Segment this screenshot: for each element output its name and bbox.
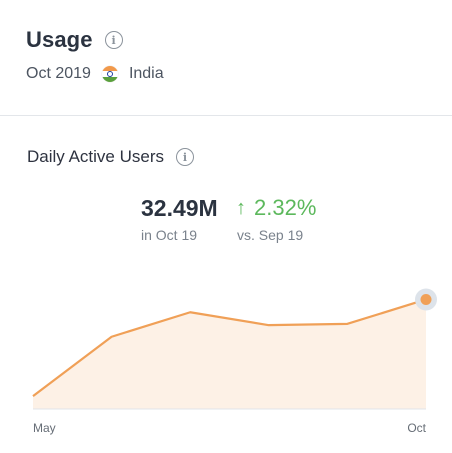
country-label: India: [128, 65, 164, 82]
title-row: Usage i: [26, 27, 452, 53]
change-caption: vs. Sep 19: [237, 227, 304, 243]
divider: [0, 115, 452, 116]
period-label: Oct 2019: [26, 65, 91, 82]
x-tick-label-may: May: [33, 421, 56, 435]
info-icon[interactable]: i: [175, 148, 194, 166]
section-title-row: Daily Active Users i: [27, 147, 194, 167]
meta-row: Oct 2019 India: [26, 65, 452, 83]
area-fill: [33, 299, 426, 409]
last-point-marker: [420, 293, 432, 305]
change-percent: 2.32%: [254, 195, 317, 220]
metric-value: 32.49M: [141, 195, 218, 221]
info-icon[interactable]: i: [104, 31, 123, 49]
up-arrow-icon: ↑: [236, 196, 246, 219]
card-title: Usage: [26, 27, 93, 52]
metric-change: ↑ 2.32%: [236, 195, 316, 221]
india-flag-icon: [101, 66, 118, 82]
series-line: [32, 298, 427, 397]
value-caption: in Oct 19: [141, 227, 198, 243]
x-tick-label-oct: Oct: [407, 421, 426, 435]
section-title: Daily Active Users: [27, 147, 164, 166]
card-header: Usage i Oct 2019 India: [26, 27, 452, 83]
